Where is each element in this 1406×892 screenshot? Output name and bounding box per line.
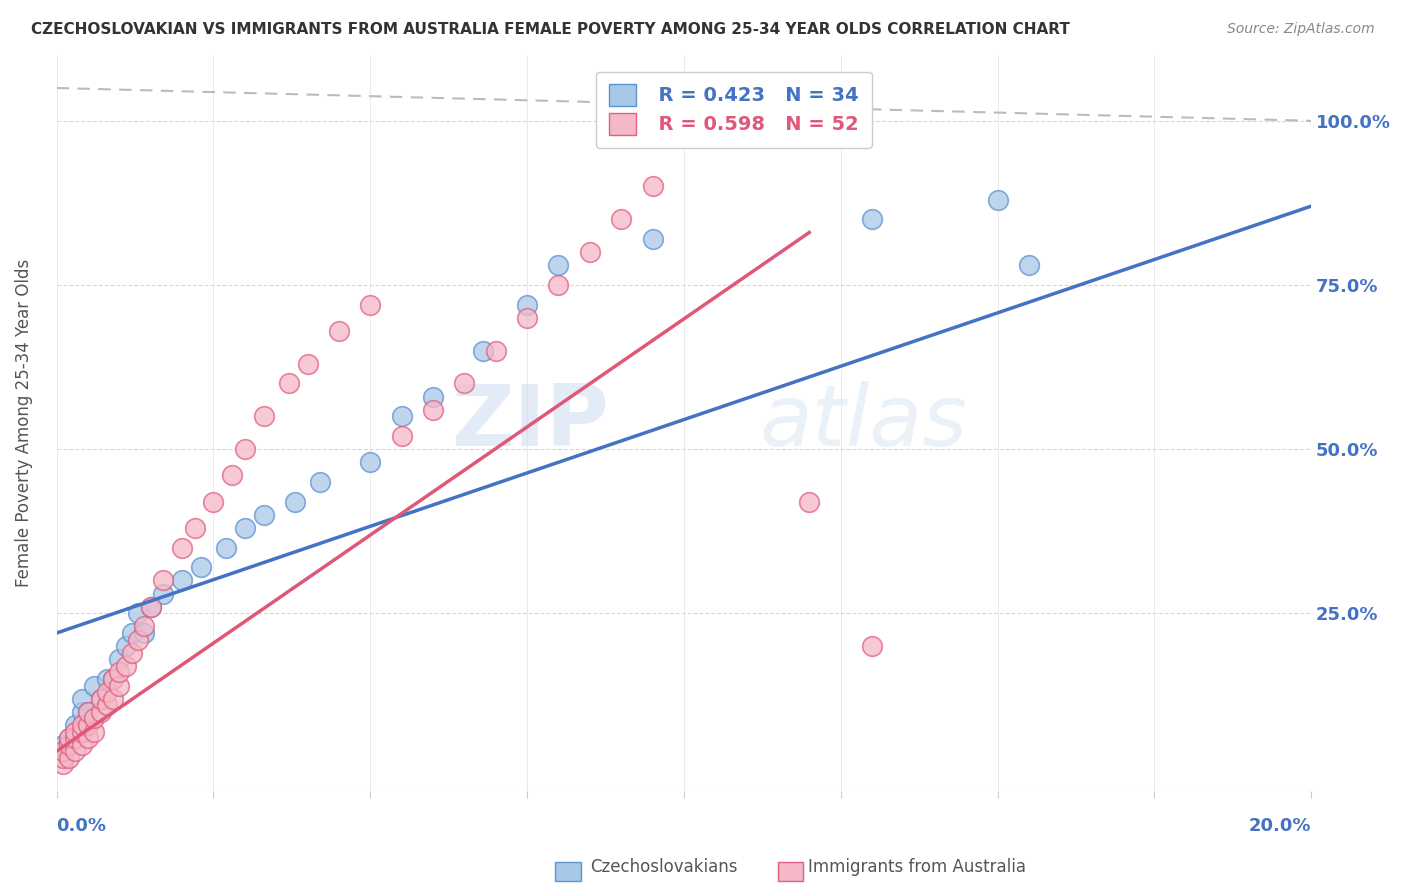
Text: ZIP: ZIP — [451, 382, 609, 465]
Point — [139, 599, 162, 614]
Point — [83, 724, 105, 739]
Point — [233, 442, 256, 457]
Legend:   R = 0.423   N = 34,   R = 0.598   N = 52: R = 0.423 N = 34, R = 0.598 N = 52 — [596, 71, 872, 148]
Point — [101, 691, 124, 706]
Point — [89, 691, 111, 706]
Point — [114, 658, 136, 673]
Point — [70, 724, 93, 739]
Point — [101, 672, 124, 686]
Point — [89, 691, 111, 706]
Point — [860, 212, 883, 227]
Point — [52, 757, 75, 772]
Point — [127, 607, 149, 621]
Point — [58, 751, 80, 765]
Text: 20.0%: 20.0% — [1249, 817, 1312, 835]
Point — [121, 626, 143, 640]
Point — [77, 731, 100, 745]
Point — [70, 718, 93, 732]
Point — [65, 718, 87, 732]
Point — [52, 751, 75, 765]
Point — [70, 705, 93, 719]
Point — [170, 541, 193, 555]
Point — [516, 298, 538, 312]
Point — [202, 494, 225, 508]
Text: CZECHOSLOVAKIAN VS IMMIGRANTS FROM AUSTRALIA FEMALE POVERTY AMONG 25-34 YEAR OLD: CZECHOSLOVAKIAN VS IMMIGRANTS FROM AUSTR… — [31, 22, 1070, 37]
Point — [77, 705, 100, 719]
Point — [96, 685, 118, 699]
Point — [52, 738, 75, 752]
Point — [139, 599, 162, 614]
Point — [77, 718, 100, 732]
Point — [89, 705, 111, 719]
Point — [77, 705, 100, 719]
Text: 0.0%: 0.0% — [56, 817, 107, 835]
Point — [152, 574, 174, 588]
Point — [108, 652, 131, 666]
Point — [516, 310, 538, 325]
Point — [83, 679, 105, 693]
Text: Czechoslovakians: Czechoslovakians — [591, 858, 738, 876]
Point — [52, 744, 75, 758]
Text: atlas: atlas — [759, 382, 967, 465]
Point — [472, 343, 495, 358]
Point — [233, 521, 256, 535]
Point — [65, 744, 87, 758]
Point — [252, 508, 274, 522]
Point — [101, 672, 124, 686]
Point — [799, 494, 821, 508]
Point — [359, 298, 381, 312]
Point — [860, 639, 883, 653]
Point — [183, 521, 205, 535]
Point — [114, 639, 136, 653]
Point — [190, 560, 212, 574]
Point — [65, 731, 87, 745]
Point — [108, 665, 131, 680]
Point — [121, 646, 143, 660]
Point — [152, 586, 174, 600]
Point — [641, 179, 664, 194]
Text: Source: ZipAtlas.com: Source: ZipAtlas.com — [1227, 22, 1375, 37]
Point — [170, 574, 193, 588]
Point — [58, 738, 80, 752]
Point — [453, 376, 475, 391]
Point — [70, 691, 93, 706]
Point — [328, 324, 350, 338]
Point — [986, 193, 1008, 207]
Point — [391, 429, 413, 443]
Point — [252, 409, 274, 424]
Point — [70, 738, 93, 752]
Point — [58, 731, 80, 745]
Point — [359, 455, 381, 469]
Point — [65, 724, 87, 739]
Point — [578, 245, 600, 260]
Point — [641, 232, 664, 246]
Point — [96, 698, 118, 713]
Y-axis label: Female Poverty Among 25-34 Year Olds: Female Poverty Among 25-34 Year Olds — [15, 259, 32, 587]
Point — [309, 475, 332, 489]
Point — [284, 494, 307, 508]
Point — [610, 212, 633, 227]
Point — [422, 402, 444, 417]
Point — [422, 390, 444, 404]
Point — [547, 258, 569, 272]
Point — [96, 672, 118, 686]
Text: Immigrants from Australia: Immigrants from Australia — [808, 858, 1026, 876]
Point — [221, 468, 243, 483]
Point — [485, 343, 508, 358]
Point — [297, 357, 319, 371]
Point — [1018, 258, 1040, 272]
Point — [134, 626, 156, 640]
Point — [134, 619, 156, 633]
Point — [547, 277, 569, 292]
Point — [127, 632, 149, 647]
Point — [277, 376, 299, 391]
Point — [108, 679, 131, 693]
Point — [215, 541, 238, 555]
Point — [58, 731, 80, 745]
Point — [391, 409, 413, 424]
Point — [83, 711, 105, 725]
